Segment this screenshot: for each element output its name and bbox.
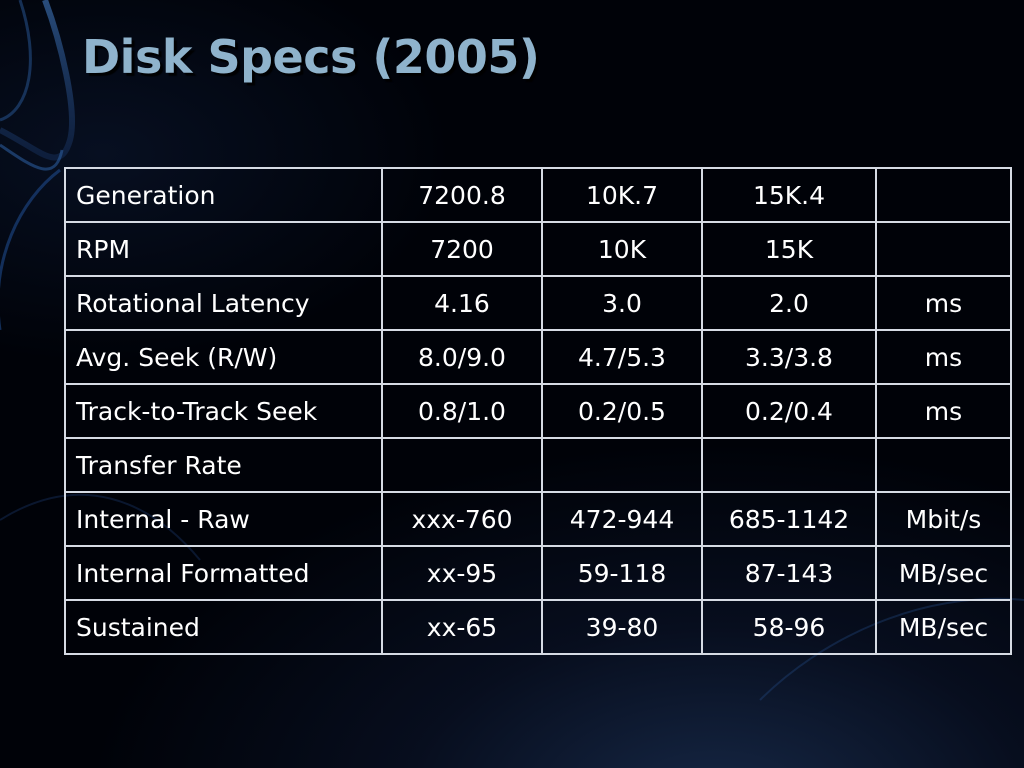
unit-cell: ms — [875, 329, 1012, 385]
table-cell: 7200.8 — [381, 167, 543, 223]
table-cell: 10K — [541, 221, 703, 277]
table-cell: 10K.7 — [541, 167, 703, 223]
table-cell — [541, 437, 703, 493]
table-cell: 15K.4 — [701, 167, 877, 223]
table-cell: 3.3/3.8 — [701, 329, 877, 385]
row-label: Generation — [64, 167, 383, 223]
table-row: RPM 7200 10K 15K — [64, 221, 1012, 277]
table-cell: 4.7/5.3 — [541, 329, 703, 385]
table-cell: 3.0 — [541, 275, 703, 331]
table-cell: 0.2/0.4 — [701, 383, 877, 439]
table-cell: 0.2/0.5 — [541, 383, 703, 439]
table-cell: xx-95 — [381, 545, 543, 601]
table-row: Generation 7200.8 10K.7 15K.4 — [64, 167, 1012, 223]
table-cell — [701, 437, 877, 493]
unit-cell — [875, 221, 1012, 277]
slide-title: Disk Specs (2005) — [82, 30, 540, 84]
unit-cell — [875, 437, 1012, 493]
unit-cell: MB/sec — [875, 599, 1012, 655]
table-cell: 15K — [701, 221, 877, 277]
table-cell: 685-1142 — [701, 491, 877, 547]
table-cell: 0.8/1.0 — [381, 383, 543, 439]
disk-specs-table: Generation 7200.8 10K.7 15K.4 RPM 7200 1… — [64, 167, 1012, 655]
unit-cell: MB/sec — [875, 545, 1012, 601]
row-label: Track-to-Track Seek — [64, 383, 383, 439]
table-row: Internal Formatted xx-95 59-118 87-143 M… — [64, 545, 1012, 601]
table-cell: 2.0 — [701, 275, 877, 331]
unit-cell: ms — [875, 383, 1012, 439]
unit-cell: ms — [875, 275, 1012, 331]
table-cell: 39-80 — [541, 599, 703, 655]
table-cell: 472-944 — [541, 491, 703, 547]
table-row: Avg. Seek (R/W) 8.0/9.0 4.7/5.3 3.3/3.8 … — [64, 329, 1012, 385]
row-label: Rotational Latency — [64, 275, 383, 331]
table-cell: 87-143 — [701, 545, 877, 601]
unit-cell: Mbit/s — [875, 491, 1012, 547]
table-cell: 4.16 — [381, 275, 543, 331]
table-cell: xxx-760 — [381, 491, 543, 547]
table-row: Internal - Raw xxx-760 472-944 685-1142 … — [64, 491, 1012, 547]
row-label: Internal Formatted — [64, 545, 383, 601]
table-cell: xx-65 — [381, 599, 543, 655]
row-label: Internal - Raw — [64, 491, 383, 547]
table-row: Transfer Rate — [64, 437, 1012, 493]
table-cell: 59-118 — [541, 545, 703, 601]
row-label: Sustained — [64, 599, 383, 655]
table-row: Sustained xx-65 39-80 58-96 MB/sec — [64, 599, 1012, 655]
table-cell: 58-96 — [701, 599, 877, 655]
unit-cell — [875, 167, 1012, 223]
table-cell — [381, 437, 543, 493]
table-row: Rotational Latency 4.16 3.0 2.0 ms — [64, 275, 1012, 331]
row-label: Transfer Rate — [64, 437, 383, 493]
row-label: Avg. Seek (R/W) — [64, 329, 383, 385]
row-label: RPM — [64, 221, 383, 277]
table-cell: 8.0/9.0 — [381, 329, 543, 385]
table-cell: 7200 — [381, 221, 543, 277]
table-row: Track-to-Track Seek 0.8/1.0 0.2/0.5 0.2/… — [64, 383, 1012, 439]
